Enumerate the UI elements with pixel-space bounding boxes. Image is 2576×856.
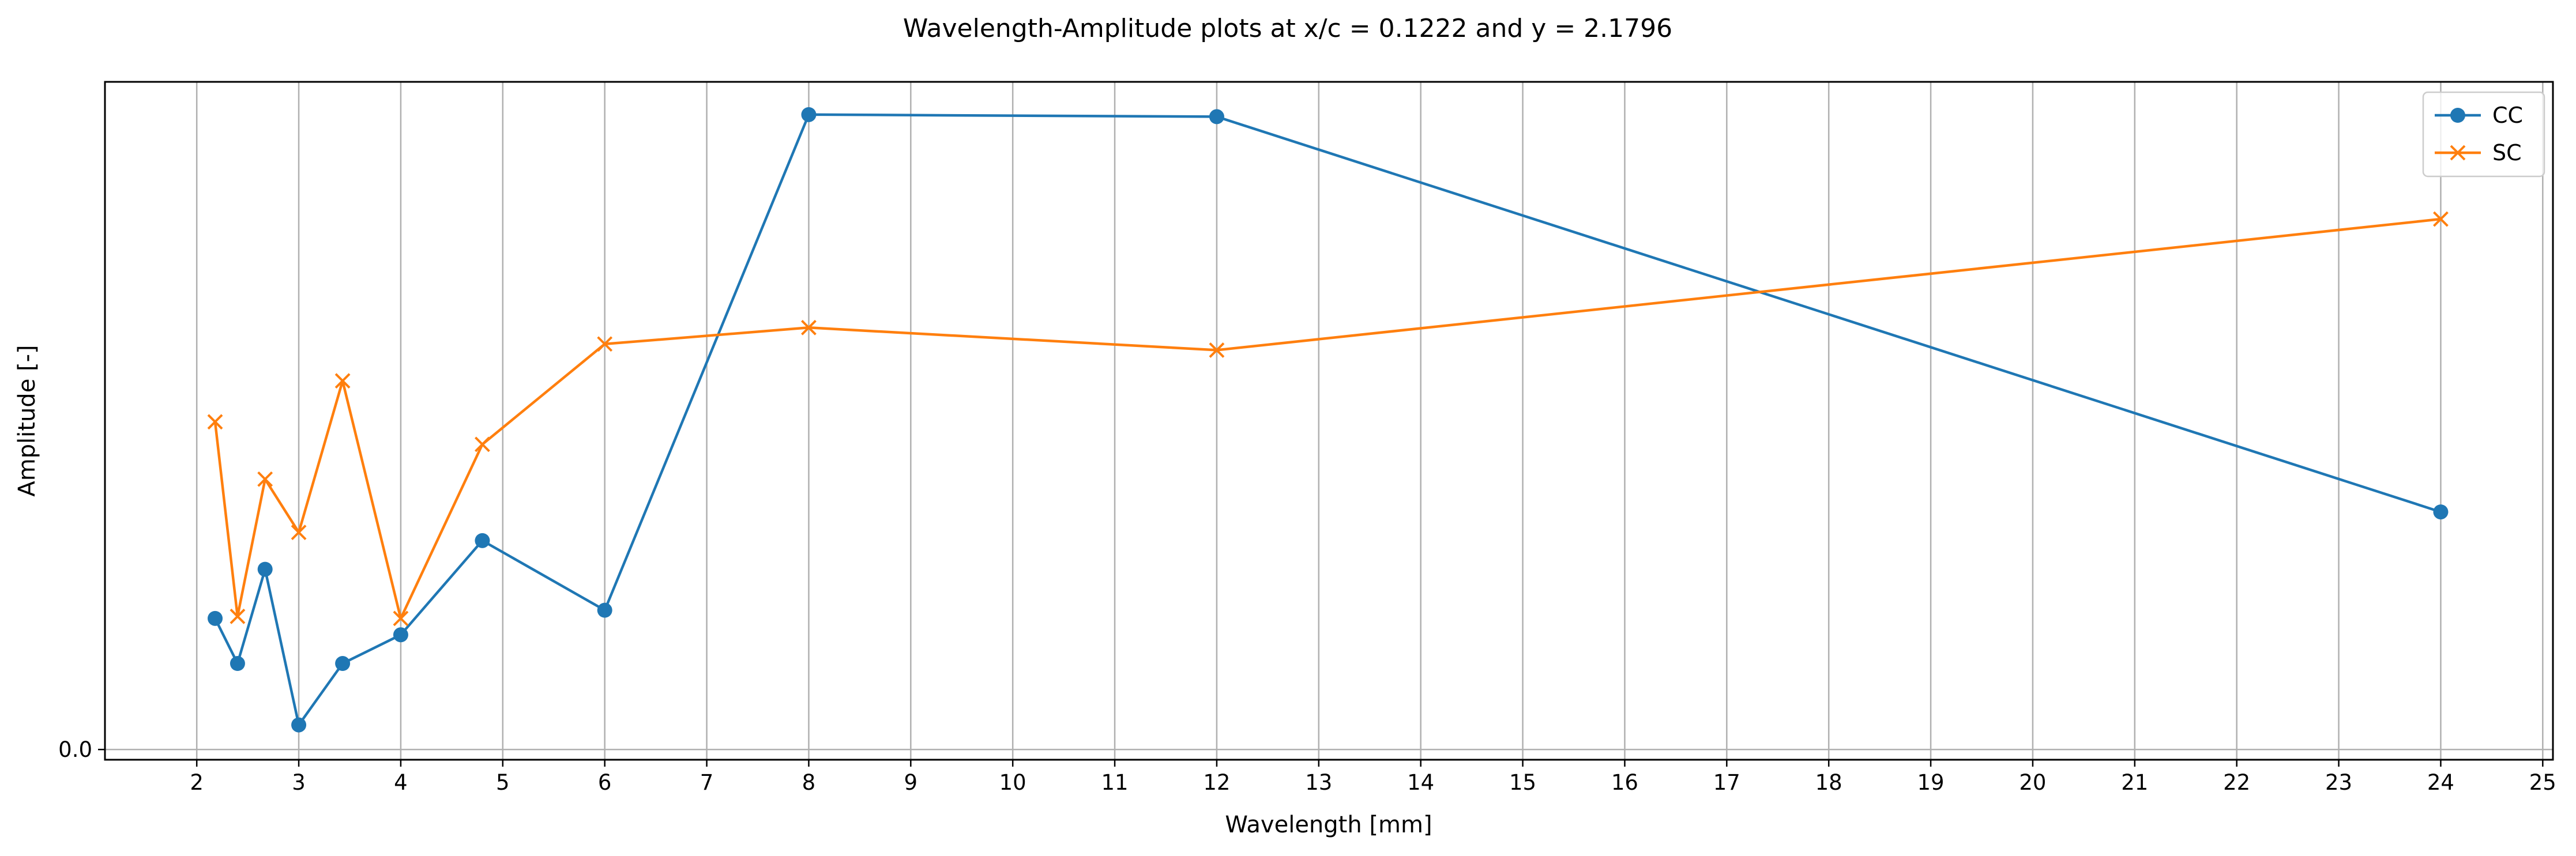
x-tick-label: 22 [2223,770,2250,795]
y-tick-label: 0.0 [58,737,92,762]
data-point-sc [1209,342,1225,358]
y-axis-ticks: 0.0 [58,737,105,762]
data-point-cc [208,610,223,626]
data-point-cc [393,627,408,643]
data-point-cc [801,107,817,122]
data-point-cc [257,561,273,577]
x-tick-label: 11 [1101,770,1129,795]
x-tick-label: 16 [1611,770,1638,795]
x-tick-label: 7 [700,770,714,795]
plot-frame [104,81,2554,761]
data-point-cc [335,656,351,672]
x-tick-label: 25 [2529,770,2556,795]
legend-label-sc: SC [2492,140,2522,165]
x-axis-label: Wavelength [mm] [1225,812,1432,838]
data-point-sc [475,436,490,452]
data-point-cc [597,602,612,618]
series-layer [207,107,2449,733]
x-tick-label: 17 [1713,770,1740,795]
x-tick-label: 4 [394,770,408,795]
data-point-cc [230,656,245,672]
x-tick-label: 3 [292,770,306,795]
data-point-sc [597,336,613,352]
data-point-sc [230,608,246,624]
data-point-sc [207,414,223,430]
x-tick-label: 13 [1305,770,1332,795]
x-tick-label: 5 [496,770,510,795]
data-point-cc [1209,109,1224,125]
x-tick-label: 15 [1509,770,1536,795]
data-point-cc [475,533,490,548]
data-point-sc [291,525,307,541]
x-tick-label: 20 [2019,770,2046,795]
x-tick-label: 24 [2427,770,2454,795]
data-point-sc [334,373,351,389]
x-tick-label: 19 [1917,770,1945,795]
x-tick-label: 9 [904,770,918,795]
data-point-sc [257,471,273,487]
x-tick-label: 8 [802,770,816,795]
x-tick-label: 14 [1407,770,1434,795]
x-tick-label: 18 [1815,770,1842,795]
legend-frame [2422,91,2545,178]
x-tick-label: 23 [2325,770,2352,795]
x-axis-ticks: 2 3 4 5 6 7 8 9 10 11 12 13 14 15 16 17 18 19 20 21 22 23 24 25 [190,760,2556,795]
x-tick-label: 2 [190,770,204,795]
x-tick-label: 12 [1203,770,1230,795]
legend-marker-cc [2450,108,2465,123]
legend: CC SC [2422,91,2545,178]
chart-title: Wavelength-Amplitude plots at x/c = 0.12… [903,14,1672,43]
x-tick-label: 21 [2121,770,2148,795]
legend-marker-sc [2450,145,2466,161]
x-tick-label: 6 [598,770,612,795]
x-tick-label: 10 [999,770,1026,795]
data-point-sc [801,319,817,335]
legend-label-cc: CC [2492,103,2523,128]
data-point-cc [2433,504,2449,520]
series-cc [208,107,2449,733]
data-point-sc [393,610,409,627]
y-axis-label: Amplitude [-] [14,345,40,496]
grid-lines [105,82,2553,760]
series-sc [207,211,2449,627]
data-point-cc [291,717,307,733]
legend-items: CC SC [2435,103,2523,165]
data-point-sc [2433,211,2449,227]
